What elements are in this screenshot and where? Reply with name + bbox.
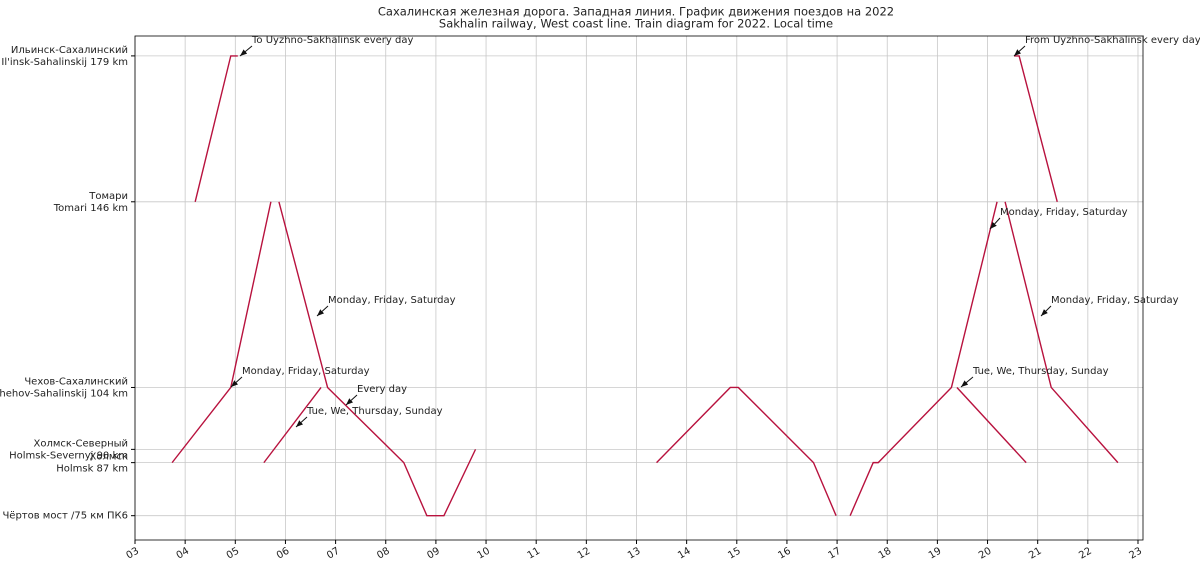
y-tick-label: Холмск-Северный xyxy=(33,438,128,449)
y-tick-label: Holmsk 87 km xyxy=(56,464,128,475)
annotation-arrow xyxy=(239,45,253,57)
x-tick-label: 06 xyxy=(275,546,292,562)
x-tick-label: 16 xyxy=(776,546,793,562)
train-line xyxy=(1014,55,1058,202)
annotation-arrow xyxy=(295,416,308,428)
y-tick-label: Holmsk-Severnyj 90 km xyxy=(9,450,128,461)
train-line xyxy=(656,386,837,516)
x-tick-label: 04 xyxy=(175,546,192,562)
x-tick-label: 07 xyxy=(325,546,342,562)
train-line xyxy=(1004,201,1119,464)
x-tick-label: 19 xyxy=(927,546,944,562)
annotation: Monday, Friday, Saturday xyxy=(328,295,456,306)
annotation-arrow xyxy=(1013,45,1026,57)
y-tick-label: Ильинск-Сахалинский xyxy=(11,45,128,56)
y-tick-label: Холмск xyxy=(90,452,128,463)
plot-frame xyxy=(134,35,1144,541)
annotation-arrow xyxy=(230,376,243,388)
annotation-arrow xyxy=(1040,305,1052,317)
x-tick-label: 17 xyxy=(827,546,844,562)
x-tick-label: 23 xyxy=(1127,546,1144,562)
annotation: Tue, We, Thursday, Sunday xyxy=(972,366,1109,377)
x-tick-label: 15 xyxy=(726,546,743,562)
x-tick-label: 09 xyxy=(425,546,442,562)
y-tick-label: Чёртов мост /75 км ПК6 xyxy=(2,511,128,522)
x-tick-label: 21 xyxy=(1027,546,1044,562)
x-tick-label: 11 xyxy=(526,546,543,562)
x-tick-label: 12 xyxy=(576,546,593,562)
x-tick-label: 14 xyxy=(676,546,693,562)
train-line xyxy=(263,387,322,464)
x-tick-label: 08 xyxy=(375,546,392,562)
chart-title: Сахалинская железная дорога. Западная ли… xyxy=(378,5,894,19)
y-tick-label: Чехов-Сахалинский xyxy=(24,376,128,387)
y-tick-label: Томари xyxy=(88,191,128,202)
train-line xyxy=(849,201,998,516)
train-line xyxy=(278,201,477,517)
annotation-arrow xyxy=(989,217,1001,230)
x-tick-label: 20 xyxy=(977,546,994,562)
annotation-arrow xyxy=(345,394,358,406)
x-tick-label: 22 xyxy=(1077,546,1094,562)
annotation: Tue, We, Thursday, Sunday xyxy=(306,406,443,417)
y-tick-label: Chehov-Sahalinskij 104 km xyxy=(0,388,128,399)
annotation-arrow xyxy=(316,305,329,317)
train-line xyxy=(171,201,272,464)
annotation: Monday, Friday, Saturday xyxy=(1051,295,1179,306)
chart-subtitle: Sakhalin railway, West coast line. Train… xyxy=(439,17,833,31)
annotation: Monday, Friday, Saturday xyxy=(1000,207,1128,218)
x-tick-label: 18 xyxy=(877,546,894,562)
annotation-arrow xyxy=(960,376,974,388)
x-tick-label: 03 xyxy=(124,546,141,562)
x-tick-label: 13 xyxy=(626,546,643,562)
annotation: From Uyzhno-Sakhalinsk every day xyxy=(1025,35,1200,46)
x-tick-label: 05 xyxy=(225,546,242,562)
train-line xyxy=(194,55,238,202)
annotation: Monday, Friday, Saturday xyxy=(242,366,370,377)
annotation: Every day xyxy=(357,384,407,395)
x-tick-label: 10 xyxy=(476,546,493,562)
y-tick-label: Tomari 146 km xyxy=(53,203,128,214)
y-tick-label: Il'insk-Sahalinskij 179 km xyxy=(1,57,128,68)
train-line xyxy=(956,386,1027,464)
annotation: To Uyzhno-Sakhalinsk every day xyxy=(251,35,413,46)
